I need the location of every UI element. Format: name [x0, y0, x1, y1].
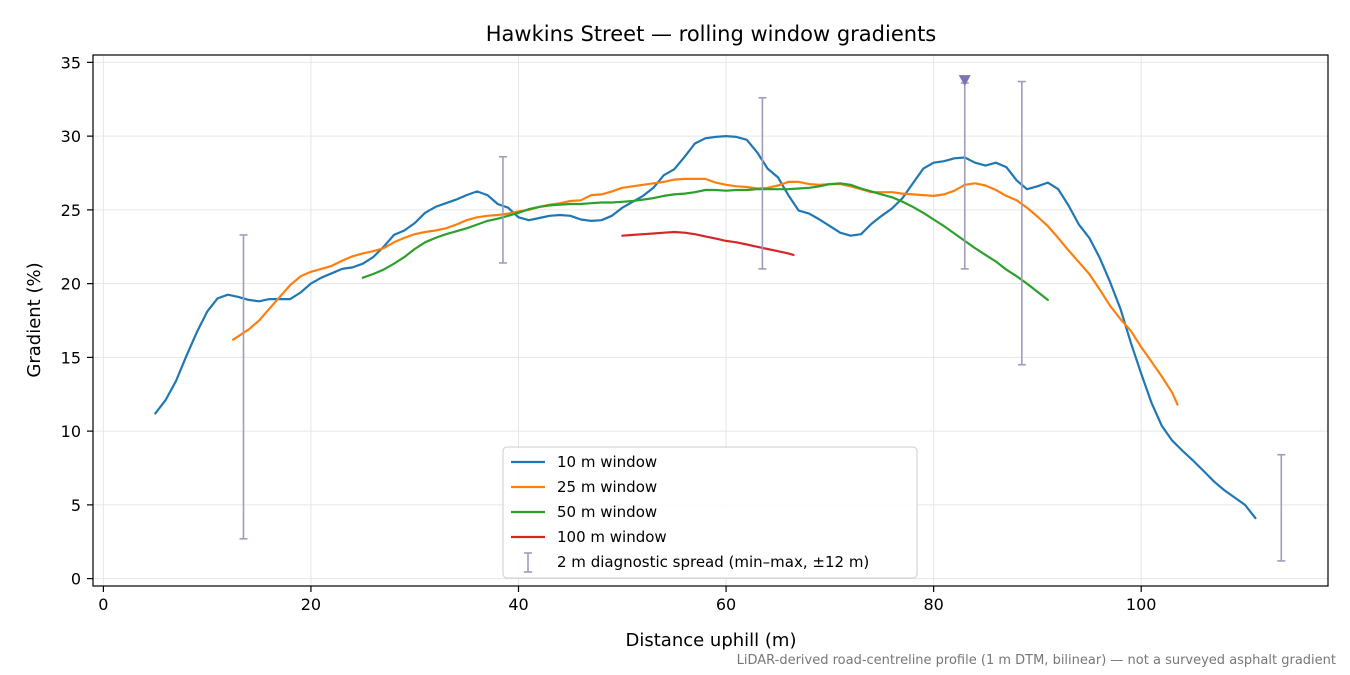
- x-tick-label: 60: [716, 595, 736, 614]
- errorbar-layer: [239, 80, 1286, 562]
- y-tick-label: 35: [61, 53, 81, 72]
- x-axis-label: Distance uphill (m): [626, 630, 797, 651]
- legend-label-25m: 25 m window: [557, 478, 657, 496]
- legend-label-50m: 50 m window: [557, 503, 657, 521]
- y-tick-label: 25: [61, 201, 81, 220]
- x-tick-label: 40: [508, 595, 528, 614]
- x-tick-label: 80: [923, 595, 943, 614]
- legend-label-10m: 10 m window: [557, 453, 657, 471]
- y-tick-label: 20: [61, 275, 81, 294]
- footnote: LiDAR-derived road-centreline profile (1…: [737, 653, 1336, 668]
- x-tick-label: 100: [1126, 595, 1157, 614]
- x-tick-label: 20: [301, 595, 321, 614]
- series-line-2: [361, 182, 1049, 301]
- marker-layer: [958, 75, 971, 87]
- y-tick-label: 30: [61, 127, 81, 146]
- grid-lines: [93, 55, 1328, 586]
- y-axis-label: Gradient (%): [24, 262, 45, 377]
- series-layer: [154, 135, 1257, 520]
- y-tick-label: 5: [71, 496, 81, 515]
- plot-frame: [92, 54, 1329, 587]
- chart-title: Hawkins Street — rolling window gradient…: [486, 22, 937, 46]
- axis-ticks: 0 20 40 60 80 100 0 5 10 15 20 25 30 35: [61, 53, 1157, 614]
- legend-swatch-errorbar: [524, 552, 532, 573]
- legend-box: [502, 446, 918, 579]
- y-tick-label: 10: [61, 422, 81, 441]
- x-tick-label: 0: [98, 595, 108, 614]
- y-tick-label: 15: [61, 348, 81, 367]
- legend-label-100m: 100 m window: [557, 528, 667, 546]
- series-line-1: [232, 177, 1179, 406]
- series-line-0: [154, 135, 1257, 520]
- y-tick-label: 0: [71, 570, 81, 589]
- series-line-3: [621, 230, 795, 256]
- legend-label-errorbar: 2 m diagnostic spread (min–max, ±12 m): [557, 553, 869, 571]
- marker-triangle-0: [958, 75, 971, 87]
- legend: 10 m window 25 m window 50 m window 100 …: [502, 446, 918, 579]
